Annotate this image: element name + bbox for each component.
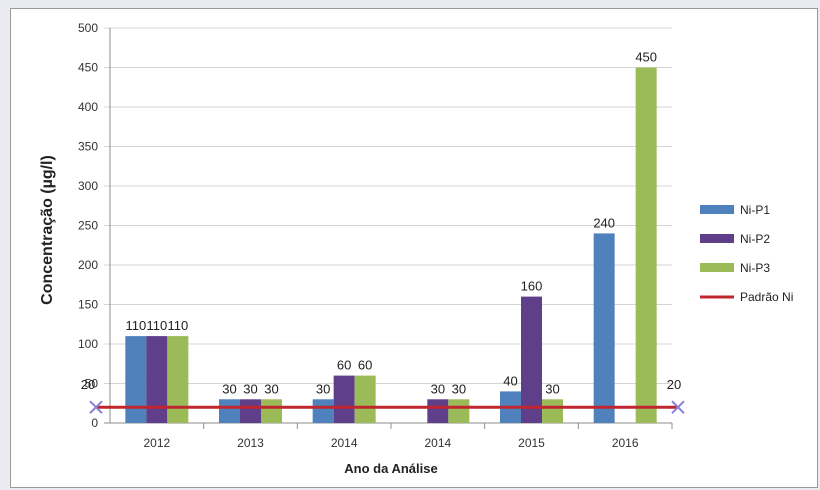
data-label: 30 <box>545 381 559 396</box>
bar-ni-p1 <box>125 336 147 423</box>
data-label: 30 <box>222 381 236 396</box>
y-axis-title: Concentração (µg/l) <box>39 155 56 305</box>
x-tick-label: 2012 <box>143 436 170 450</box>
y-tick-label: 200 <box>78 258 98 272</box>
data-label: 110 <box>167 318 188 333</box>
data-label: 30 <box>452 381 466 396</box>
reference-marker <box>671 400 685 414</box>
bar-ni-p2 <box>521 296 542 423</box>
y-tick-label: 150 <box>78 298 98 312</box>
data-label: 30 <box>316 381 330 396</box>
x-tick-label: 2016 <box>612 436 639 450</box>
legend-swatch-ni-p1 <box>700 205 734 214</box>
bar-ni-p2 <box>146 336 168 423</box>
data-label: 240 <box>593 215 615 230</box>
legend-label: Ni-P1 <box>740 203 770 217</box>
legend-swatch-ni-p2 <box>700 234 734 243</box>
y-tick-label: 100 <box>78 337 98 351</box>
y-tick-label: 0 <box>91 416 98 430</box>
bar-ni-p3 <box>167 336 189 423</box>
x-axis-title: Ano da Análise <box>344 461 437 476</box>
bars <box>125 67 657 423</box>
bar-ni-p1 <box>312 399 334 423</box>
legend-swatch-ni-p3 <box>700 263 734 272</box>
x-axis-ticks: 2012 2013 2014 2014 2015 2016 <box>143 436 638 450</box>
x-tick-label: 2015 <box>518 436 545 450</box>
y-tick-label: 350 <box>78 140 98 154</box>
y-tick-label: 300 <box>78 179 98 193</box>
y-tick-label: 250 <box>78 219 98 233</box>
bar-ni-p1 <box>219 399 240 423</box>
data-label: 450 <box>635 50 657 65</box>
data-label: 110 <box>146 318 167 333</box>
reference-line: 20 20 <box>81 377 685 414</box>
bar-ni-p3 <box>261 399 282 423</box>
y-tick-label: 500 <box>78 21 98 35</box>
data-label: 60 <box>337 358 351 373</box>
data-label: 30 <box>431 381 445 396</box>
x-tick-label: 2014 <box>331 436 358 450</box>
legend-label: Ni-P2 <box>740 232 770 246</box>
bar-ni-p3 <box>635 67 657 423</box>
data-label: 160 <box>521 279 543 294</box>
reference-marker <box>89 400 103 414</box>
bar-ni-p3 <box>448 399 470 423</box>
data-label: 40 <box>503 373 517 388</box>
gridlines <box>104 27 673 429</box>
y-tick-label: 50 <box>85 377 99 391</box>
x-tick-label: 2014 <box>424 436 451 450</box>
reference-label-left: 20 <box>81 377 95 392</box>
bar-ni-p2 <box>333 375 355 423</box>
x-tick-label: 2013 <box>237 436 264 450</box>
legend-label: Padrão Ni <box>740 290 793 304</box>
y-axis-ticks: 0 50 100 150 200 250 300 350 400 450 500 <box>78 21 98 430</box>
legend: Ni-P1 Ni-P2 Ni-P3 Padrão Ni <box>700 203 793 304</box>
reference-label-right: 20 <box>667 377 681 392</box>
data-label: 60 <box>358 358 372 373</box>
data-label: 110 <box>125 318 146 333</box>
bar-ni-p2 <box>240 399 261 423</box>
y-tick-label: 450 <box>78 61 98 75</box>
legend-label: Ni-P3 <box>740 261 770 275</box>
y-tick-label: 400 <box>78 100 98 114</box>
bar-ni-p1 <box>593 233 615 423</box>
bar-ni-p3 <box>542 399 563 423</box>
bar-ni-p3 <box>354 375 376 423</box>
bar-ni-p2 <box>427 399 449 423</box>
data-label: 30 <box>243 381 257 396</box>
data-label: 30 <box>264 381 278 396</box>
